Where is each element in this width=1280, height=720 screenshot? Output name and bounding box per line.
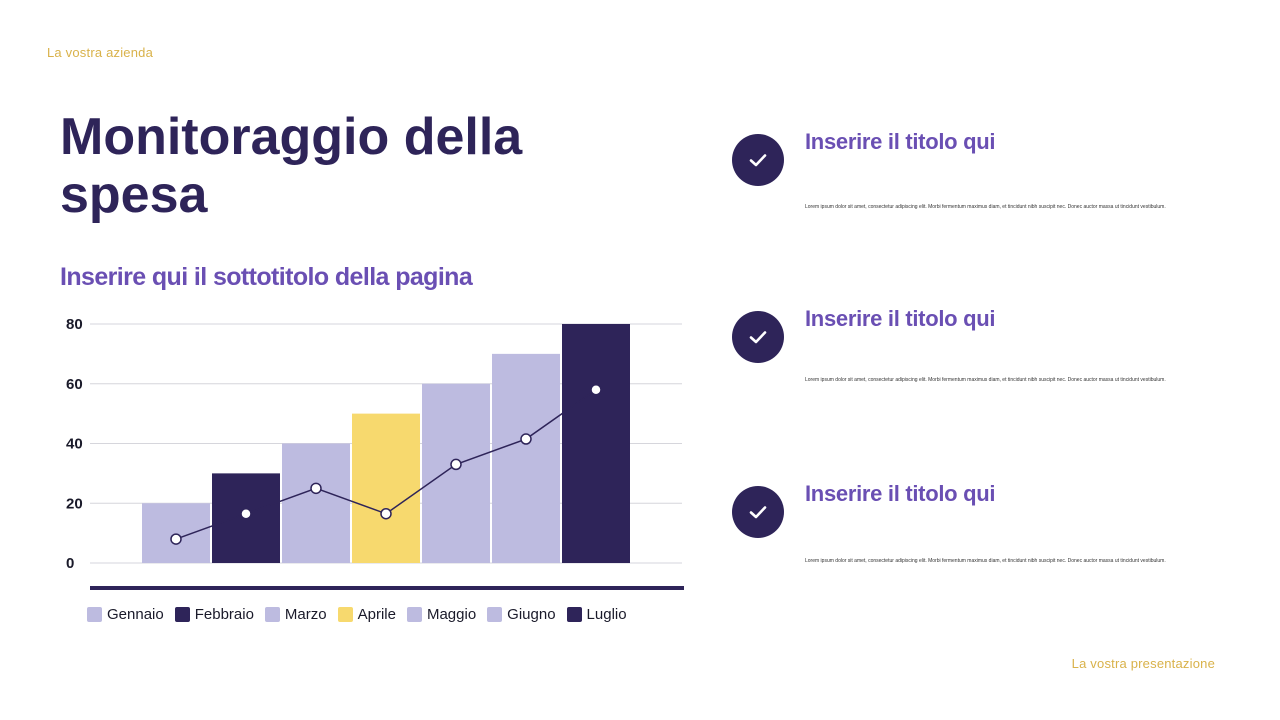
- bar-aprile: [352, 413, 420, 563]
- legend-swatch: [566, 607, 582, 622]
- page-title: Monitoraggio della spesa: [60, 108, 523, 224]
- feature-text: Lorem ipsum dolor sit amet, consectetur …: [805, 377, 1166, 383]
- y-tick-label: 80: [66, 316, 83, 333]
- legend-item: Marzo: [264, 606, 327, 623]
- legend-label: Luglio: [586, 606, 627, 623]
- check-icon: [732, 134, 784, 186]
- legend-item: Luglio: [566, 606, 627, 623]
- feature-title: Inserire il titolo qui: [805, 306, 996, 331]
- legend-label: Gennaio: [107, 606, 164, 623]
- legend-swatch: [337, 607, 353, 622]
- bar-giugno: [492, 353, 560, 563]
- legend-label: Febbraio: [194, 606, 254, 623]
- y-tick-label: 40: [66, 436, 83, 453]
- trend-point-marzo: [310, 482, 322, 495]
- legend-item: Maggio: [406, 606, 477, 623]
- legend-item: Giugno: [487, 606, 556, 623]
- check-icon: [732, 486, 784, 538]
- legend-swatch: [174, 607, 190, 622]
- check-icon: [732, 311, 784, 363]
- company-name: La vostra azienda: [47, 45, 154, 60]
- page-subtitle: Inserire qui il sottotitolo della pagina: [60, 263, 473, 291]
- legend-label: Aprile: [357, 606, 396, 623]
- legend-swatch: [87, 607, 102, 622]
- bar-luglio: [562, 324, 630, 563]
- legend-label: Marzo: [284, 606, 327, 623]
- legend-item: Gennaio: [87, 606, 164, 623]
- legend-swatch: [487, 607, 503, 622]
- feature-text: Lorem ipsum dolor sit amet, consectetur …: [805, 204, 1166, 210]
- feature-text: Lorem ipsum dolor sit amet, consectetur …: [805, 558, 1166, 564]
- feature-1: Inserire il titolo qui Lorem ipsum dolor…: [732, 129, 1222, 224]
- y-tick-label: 60: [66, 376, 83, 393]
- legend-item: Febbraio: [174, 606, 254, 623]
- legend-label: Maggio: [426, 606, 477, 623]
- feature-title: Inserire il titolo qui: [805, 129, 996, 154]
- feature-2: Inserire il titolo qui Lorem ipsum dolor…: [732, 306, 1222, 401]
- y-tick-label: 0: [66, 555, 74, 572]
- trend-point-gennaio: [170, 533, 182, 545]
- trend-point-febbraio: [240, 507, 252, 520]
- feature-title: Inserire il titolo qui: [805, 481, 996, 506]
- bar-gennaio: [142, 503, 210, 563]
- legend-swatch: [264, 607, 280, 622]
- chart-legend: Gennaio Febbraio Marzo Aprile Maggio Giugno Lu…: [87, 606, 627, 623]
- trend-point-luglio: [590, 383, 602, 396]
- legend-label: Giugno: [507, 606, 556, 623]
- trend-point-giugno: [520, 433, 532, 445]
- legend-swatch: [406, 607, 422, 622]
- y-tick-label: 20: [66, 495, 83, 512]
- feature-3: Inserire il titolo qui Lorem ipsum dolor…: [732, 481, 1222, 576]
- legend-item: Aprile: [337, 606, 396, 623]
- bar-maggio: [422, 383, 490, 563]
- bar-marzo: [282, 443, 350, 563]
- spending-chart: 0 20 40 60 80: [66, 316, 684, 590]
- trend-point-aprile: [380, 507, 392, 520]
- x-axis-line: [90, 586, 684, 590]
- trend-point-maggio: [450, 458, 462, 471]
- presentation-name: La vostra presentazione: [1071, 656, 1215, 671]
